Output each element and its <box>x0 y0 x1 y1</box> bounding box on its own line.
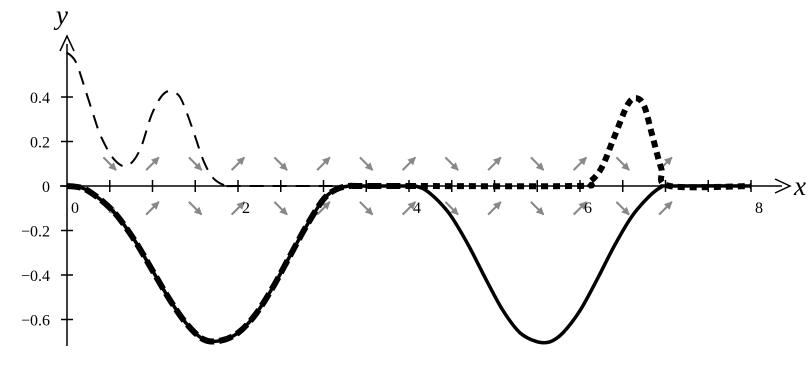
direction-arrow <box>487 156 502 171</box>
y-tick-label: 0.2 <box>30 135 50 152</box>
series <box>66 51 752 345</box>
direction-arrow <box>359 156 374 171</box>
y-ticks: 0.4 0.2 0 −0.2 −0.4 −0.6 <box>21 90 73 330</box>
x-tick-label: 6 <box>584 200 592 217</box>
y-tick-label: −0.2 <box>21 224 50 241</box>
direction-arrow <box>615 156 630 171</box>
direction-arrow <box>188 156 203 171</box>
y-axis-arrowhead <box>59 34 75 52</box>
direction-arrow <box>615 201 630 216</box>
y-tick-label: 0 <box>42 179 50 196</box>
direction-arrow <box>359 201 374 216</box>
direction-field <box>102 156 673 216</box>
direction-arrow <box>401 201 417 216</box>
direction-arrow <box>401 156 417 171</box>
direction-arrow <box>487 201 502 216</box>
direction-arrow <box>145 201 160 216</box>
direction-arrow <box>188 201 203 216</box>
direction-arrow <box>530 156 545 171</box>
x-tick-label: 0 <box>71 200 79 217</box>
thick-dashed-curve <box>66 182 409 345</box>
y-tick-label: −0.4 <box>21 268 50 285</box>
direction-arrow <box>273 201 288 216</box>
direction-arrow <box>145 156 160 171</box>
direction-arrow <box>530 201 545 216</box>
y-tick-label: 0.4 <box>30 90 50 107</box>
direction-arrow <box>273 156 288 171</box>
y-axis-label: y <box>53 0 68 30</box>
direction-arrow <box>444 156 459 171</box>
direction-arrow <box>102 156 117 171</box>
direction-arrow <box>572 156 588 171</box>
y-tick-label: −0.6 <box>21 313 50 330</box>
direction-arrow <box>572 201 588 216</box>
direction-arrow <box>230 201 246 216</box>
dashed-curve <box>66 51 358 188</box>
direction-arrow <box>316 201 331 216</box>
x-tick-label: 2 <box>242 200 250 217</box>
direction-arrow <box>444 201 459 216</box>
x-axis-arrowhead <box>774 178 792 194</box>
direction-arrow <box>316 156 331 171</box>
direction-arrow <box>230 156 246 171</box>
x-tick-label: 8 <box>755 200 763 217</box>
x-tick-label: 4 <box>413 200 421 217</box>
dotted-bold-curve <box>408 95 752 191</box>
direction-arrow <box>658 201 673 216</box>
x-axis-label: x <box>793 171 806 201</box>
axes: x y 0 2 4 6 8 0.4 0.2 0 −0.2 −0.4 −0.6 <box>21 0 806 346</box>
